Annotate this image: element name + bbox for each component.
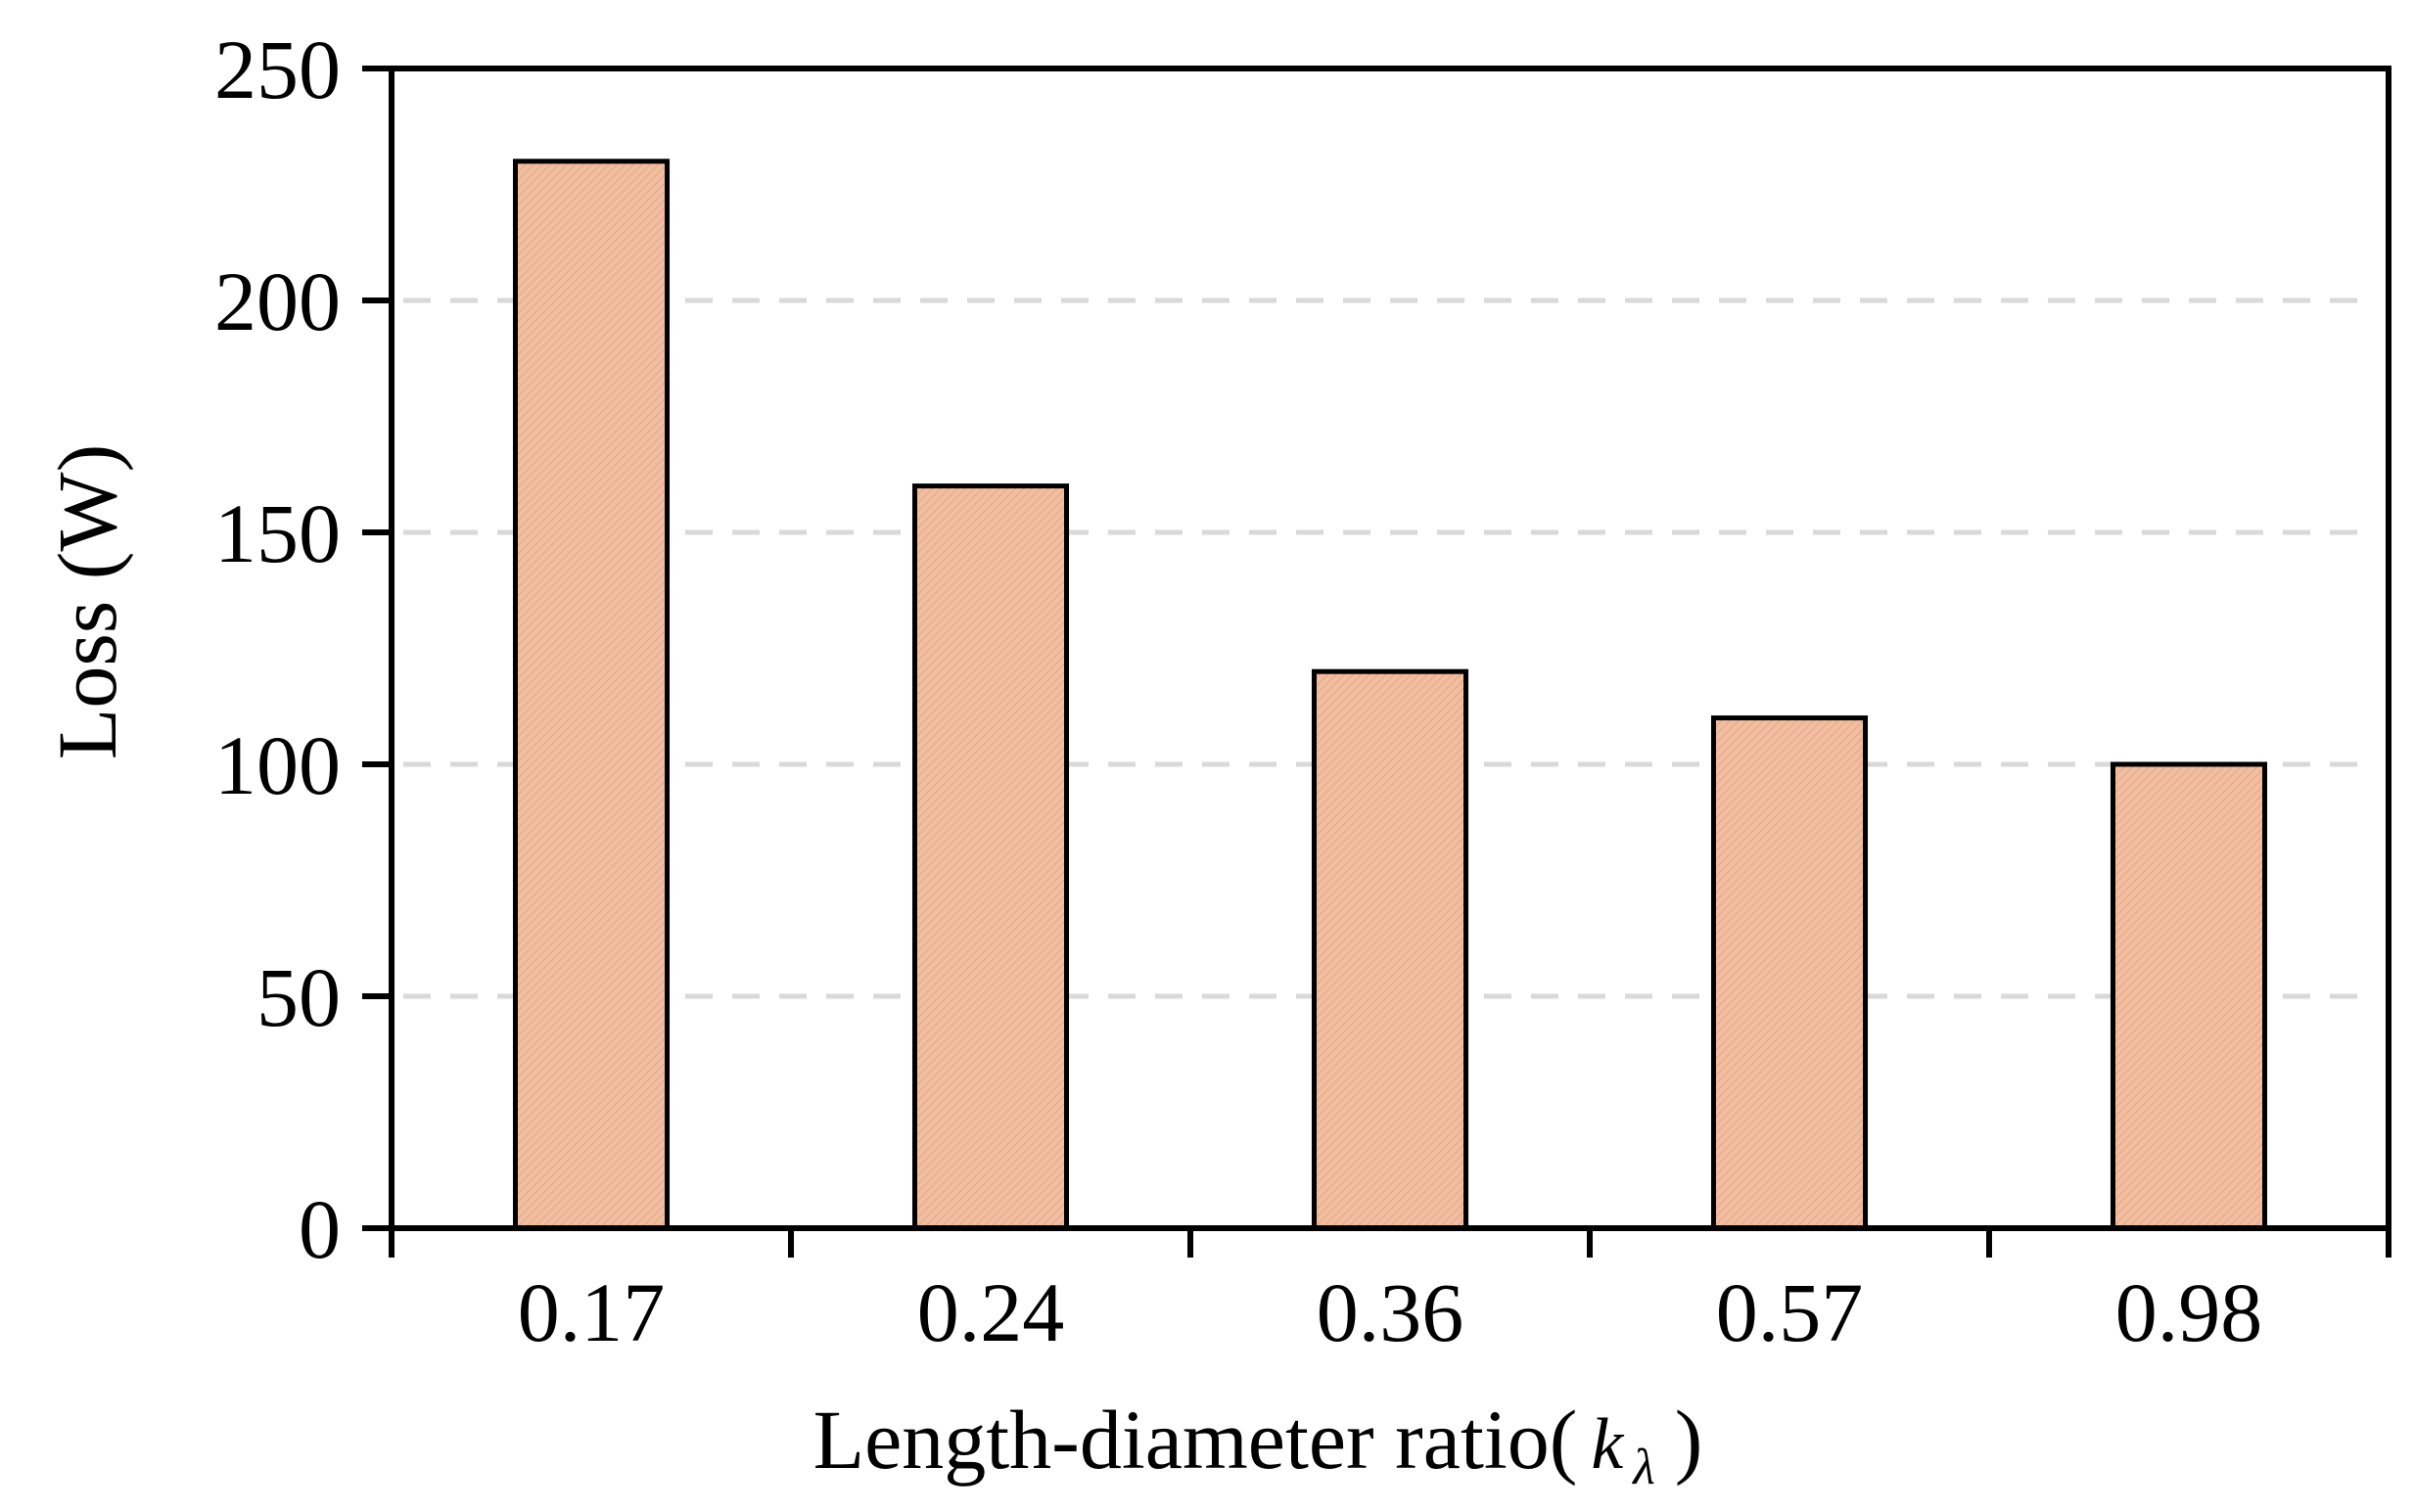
x-tick-label: 0.24 [917,1265,1065,1359]
bar-0.57 [1710,715,1869,1231]
bar-0.36 [1311,668,1469,1231]
axes [362,66,2391,1258]
y-tick-label: 200 [214,254,341,348]
y-axis-label: Loss (W) [40,444,134,759]
bar-0.24 [911,483,1070,1231]
y-tick-label: 100 [214,718,341,812]
x-axis-label-open-paren: ( [1550,1393,1578,1487]
x-tick-labels: 0.17 0.24 0.36 0.57 0.98 [518,1265,2263,1359]
x-tick-label: 0.17 [518,1265,666,1359]
bars [512,159,2268,1231]
y-tick-labels: 0 50 100 150 200 250 [214,23,341,1276]
x-tick-label: 0.98 [2115,1265,2263,1359]
x-axis-label-subscript: λ [1631,1440,1655,1495]
x-tick-label: 0.36 [1317,1265,1464,1359]
x-tick-label: 0.57 [1716,1265,1864,1359]
y-tick-label: 250 [214,23,341,116]
plot-frame [389,66,2391,1231]
y-tick-label: 150 [214,486,341,580]
bar-0.98 [2110,761,2268,1231]
x-axis-label-close-paren: ) [1675,1393,1703,1487]
x-axis-label: Length-diameter ratio(k λ) [813,1393,1703,1495]
y-tick-label: 50 [256,950,341,1044]
bar-0.17 [512,159,671,1231]
x-axis-label-symbol: k [1591,1404,1624,1485]
x-axis-label-text: Length-diameter ratio [813,1393,1550,1487]
y-tick-label: 0 [299,1182,341,1276]
